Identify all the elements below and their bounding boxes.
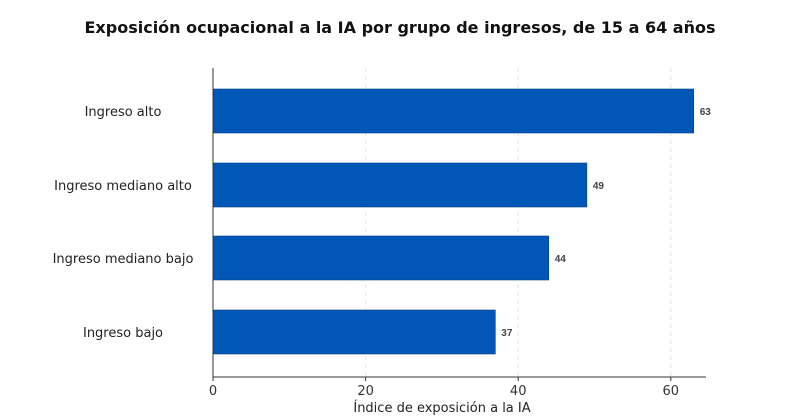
data-label-3: 44	[555, 254, 567, 265]
bar-3	[212, 235, 550, 281]
category-label-2: Ingreso mediano alto	[54, 179, 192, 194]
bar-1	[212, 88, 694, 134]
data-label-4: 37	[501, 328, 513, 339]
labels: 0 20 40 60 Ingreso alto 63 Ingreso mediano alt…	[53, 105, 712, 399]
category-label-4: Ingreso bajo	[83, 326, 163, 341]
data-label-1: 63	[700, 107, 712, 118]
x-tick-label-0: 0	[209, 384, 217, 399]
chart-title: Exposición ocupacional a la IA por grupo…	[84, 18, 716, 37]
x-tick-label-40: 40	[510, 384, 527, 399]
x-axis-title: Índice de exposición a la IA	[353, 400, 530, 416]
category-label-1: Ingreso alto	[85, 105, 162, 120]
bars	[212, 88, 694, 355]
category-label-3: Ingreso mediano bajo	[53, 252, 194, 267]
data-label-2: 49	[593, 181, 605, 192]
x-tick-label-60: 60	[663, 384, 680, 399]
bar-2	[212, 162, 588, 208]
x-tick-label-20: 20	[357, 384, 374, 399]
bar-4	[212, 309, 496, 355]
